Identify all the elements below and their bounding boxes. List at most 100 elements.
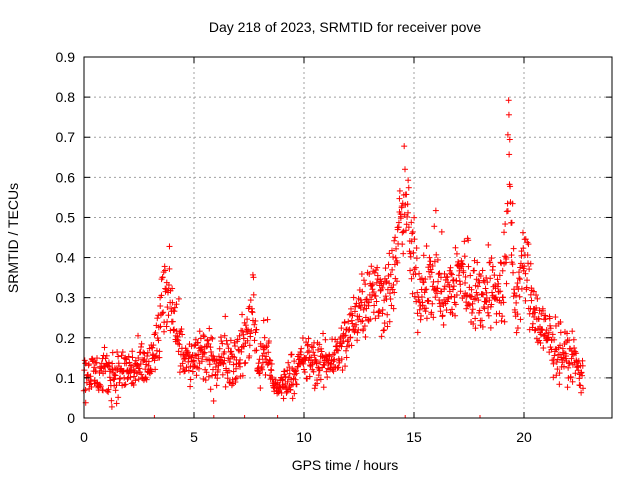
data-point <box>293 370 300 377</box>
data-point <box>421 289 428 296</box>
data-point <box>208 348 215 355</box>
data-point <box>237 363 244 370</box>
data-point <box>205 373 212 380</box>
data-point <box>354 329 361 336</box>
data-point <box>502 221 509 228</box>
data-point <box>162 267 169 274</box>
data-point <box>155 312 162 319</box>
data-point <box>508 252 515 259</box>
data-point <box>533 292 540 299</box>
data-point <box>209 335 216 342</box>
data-point <box>291 390 298 397</box>
data-point <box>257 385 264 392</box>
data-point <box>231 339 238 346</box>
y-tick-label: 0 <box>67 410 75 426</box>
data-point <box>411 236 418 243</box>
data-point <box>412 271 419 278</box>
data-point <box>358 299 365 306</box>
data-point <box>459 260 466 267</box>
data-point <box>461 238 468 245</box>
data-point <box>292 376 299 383</box>
data-point <box>467 272 474 279</box>
data-point <box>362 281 369 288</box>
data-point <box>178 326 185 333</box>
data-point <box>236 332 243 339</box>
data-point <box>224 375 231 382</box>
data-point <box>452 244 459 251</box>
data-point <box>420 279 427 286</box>
data-point <box>534 295 541 302</box>
data-point <box>414 310 421 317</box>
data-point <box>556 370 563 377</box>
data-point <box>135 376 142 383</box>
data-point <box>184 349 191 356</box>
data-point <box>111 371 118 378</box>
data-point <box>96 381 103 388</box>
data-point <box>109 360 116 367</box>
data-point <box>164 304 171 311</box>
data-point <box>570 336 577 343</box>
data-point <box>390 254 397 261</box>
data-point <box>428 269 435 276</box>
data-point <box>232 375 239 382</box>
data-point <box>251 337 258 344</box>
data-point <box>514 325 521 332</box>
data-point <box>260 317 267 324</box>
data-point <box>161 328 168 335</box>
data-point <box>509 261 516 268</box>
data-point <box>405 184 412 191</box>
data-point <box>531 327 538 334</box>
data-point <box>259 359 266 366</box>
data-point <box>94 355 101 362</box>
data-point <box>427 273 434 280</box>
axis-ticks <box>83 56 612 419</box>
data-point <box>284 367 291 374</box>
data-point <box>412 264 419 271</box>
data-point <box>394 259 401 266</box>
data-point <box>362 333 369 340</box>
data-point <box>566 360 573 367</box>
plot-frame <box>83 56 613 419</box>
data-point <box>498 317 505 324</box>
data-point <box>465 237 472 244</box>
data-point <box>263 344 270 351</box>
data-point <box>227 337 234 344</box>
data-point <box>194 339 201 346</box>
data-point <box>423 286 430 293</box>
data-point <box>510 269 517 276</box>
data-point <box>430 314 437 321</box>
data-point <box>149 344 156 351</box>
data-point <box>386 290 393 297</box>
data-point <box>449 286 456 293</box>
data-point <box>360 306 367 313</box>
data-point <box>453 292 460 299</box>
data-point <box>317 376 324 383</box>
data-point <box>432 207 439 214</box>
data-point <box>372 315 379 322</box>
data-point <box>515 269 522 276</box>
data-point <box>496 310 503 317</box>
data-point <box>545 334 552 341</box>
data-point <box>316 341 323 348</box>
data-point <box>504 200 511 207</box>
data-point <box>452 301 459 308</box>
data-point <box>316 367 323 374</box>
data-point <box>371 269 378 276</box>
data-point <box>501 229 508 236</box>
data-point <box>429 300 436 307</box>
data-point <box>239 372 246 379</box>
data-point <box>152 353 159 360</box>
data-point <box>324 374 331 381</box>
data-point <box>435 271 442 278</box>
data-point <box>322 336 329 343</box>
data-point <box>520 245 527 252</box>
data-point <box>530 288 537 295</box>
data-point <box>579 372 586 379</box>
data-point <box>113 400 120 407</box>
data-point <box>207 344 214 351</box>
data-point <box>522 297 529 304</box>
data-point <box>126 359 133 366</box>
data-point <box>469 306 476 313</box>
data-point <box>521 263 528 270</box>
data-point <box>565 359 572 366</box>
